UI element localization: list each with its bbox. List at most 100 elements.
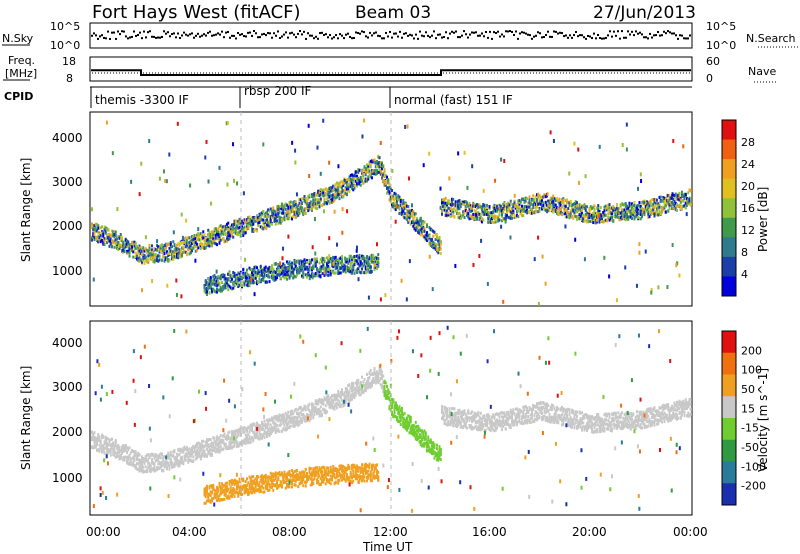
velocity-point [97,447,100,451]
velocity-point [219,448,222,452]
power-point [247,273,250,277]
power-point [287,266,290,270]
power-point [188,245,191,249]
power-colorbar-swatch [722,276,736,297]
power-point [426,223,428,227]
velocity-point [182,447,185,451]
power-point [283,218,286,222]
power-point [274,222,277,226]
power-point [332,265,335,269]
power-point [237,282,240,286]
power-point [131,249,133,253]
nsky-point [209,30,211,33]
power-point [432,229,435,233]
power-point [101,231,103,235]
power-point [256,229,258,233]
power-noise-point [181,235,184,240]
power-point [241,219,243,223]
velocity-point [112,453,115,457]
power-noise-point [439,186,442,191]
power-point [423,227,426,231]
power-point [408,215,411,219]
nsky-point [317,37,319,40]
power-point [414,212,417,216]
nsky-point [649,32,651,35]
power-point [298,270,301,274]
power-point [323,202,326,206]
power-point [462,200,465,204]
nsky-point [163,30,165,33]
nsky-point [595,37,597,40]
power-point [356,271,358,275]
power-point [432,234,435,238]
power-point [653,206,656,210]
power-point [263,266,266,270]
power-point [617,207,620,211]
power-point [406,204,408,208]
power-point [118,246,121,250]
power-point [502,210,505,214]
velocity-point [118,454,121,458]
power-point [323,257,326,261]
power-point [264,280,267,284]
velocity-point [117,454,120,458]
power-point [374,260,377,264]
power-point [376,168,378,172]
power-point [431,237,433,241]
power-point [318,261,321,265]
power-point [674,201,677,205]
power-point [549,200,552,204]
power-point [207,240,210,244]
power-point [287,217,290,221]
power-point [219,285,222,289]
power-point [267,267,270,271]
velocity-point [142,465,145,469]
power-point [262,209,265,213]
power-point [254,270,257,274]
power-point [439,252,442,256]
velocity-point [192,455,195,459]
power-point [102,240,105,244]
power-point [284,266,287,270]
power-point [374,165,377,169]
power-point [353,262,356,266]
power-point [517,201,520,205]
nsky-point [533,35,535,38]
nsky-point [279,37,281,40]
power-point [636,206,638,210]
power-point [672,197,675,201]
power-point [273,215,276,219]
power-noise-point [225,121,228,126]
power-point [322,203,325,207]
power-point [374,255,377,259]
power-noise-point [314,251,317,256]
power-point [501,213,503,217]
power-point [202,230,205,234]
power-point [512,205,515,209]
power-point [346,269,348,273]
power-point [99,240,102,244]
power-point [538,208,541,212]
power-point [271,222,273,226]
velocity-point [143,461,146,465]
velocity-point [103,442,106,446]
power-point [383,169,386,173]
power-point [289,274,292,278]
power-noise-point [194,258,197,263]
power-point [277,204,280,208]
velocity-point [93,438,96,442]
power-noise-point [244,257,247,262]
power-point [368,270,371,274]
power-point [332,196,335,200]
power-point [569,214,572,218]
power-noise-point [480,238,483,243]
power-point [152,259,155,263]
power-point [341,190,343,194]
power-point [494,218,497,222]
velocity-point [242,441,245,445]
power-point [571,204,573,208]
power-point [239,275,242,279]
power-point [299,267,302,271]
power-point [381,174,383,178]
power-point [378,170,381,174]
